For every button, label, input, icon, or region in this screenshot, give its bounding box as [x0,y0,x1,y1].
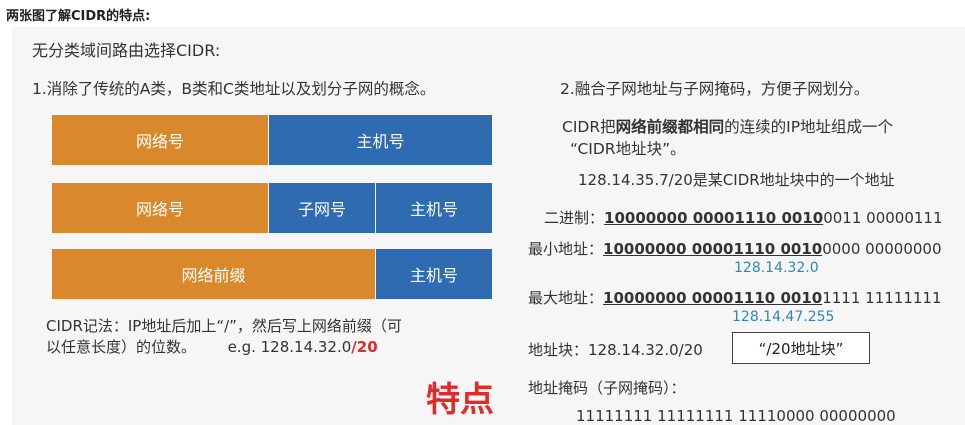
mask-label: 地址掩码（子网掩码）： [528,379,686,397]
page-title: 两张图了解CIDR的特点: [6,9,151,24]
notation-line-1: CIDR记法：IP地址后加上“/”，然后写上网络前缀（可 [46,317,402,335]
max-address-row: 最大地址：10000000 00001110 00101111 11111111 [528,289,942,307]
subnet-id-block: 子网号 [269,183,375,233]
binary-row: 二进制：10000000 00001110 00100011 00000111 [544,209,943,227]
mask-value: 11111111 11111111 11110000 00000000 [576,407,896,425]
point-1: 1.消除了传统的A类，B类和C类地址以及划分子网的概念。 [32,80,436,98]
slide-heading: 无分类域间路由选择CIDR: [32,41,221,60]
min-address-row: 最小地址：10000000 00001110 00100000 00000000 [528,240,942,258]
feature-label: 特点 [426,380,494,420]
host-id-block: 主机号 [376,249,492,299]
min-address-decimal: 128.14.32.0 [734,260,819,276]
notation-example-suffix: /20 [351,338,378,356]
slide-image: 无分类域间路由选择CIDR: 1.消除了传统的A类，B类和C类地址以及划分子网的… [12,27,965,425]
cidr-description-line-2: “CIDR地址块”。 [570,140,686,158]
max-address-decimal: 128.14.47.255 [732,309,835,325]
host-id-block: 主机号 [269,115,492,165]
point-2: 2.融合子网地址与子网掩码，方便子网划分。 [560,80,870,98]
network-id-block: 网络号 [52,115,268,165]
notation-line-2: 以任意长度）的位数。 e.g. 128.14.32.0/20 [46,338,378,356]
cidr-example: 128.14.35.7/20是某CIDR地址块中的一个地址 [578,171,895,189]
address-block-label: 地址块：128.14.32.0/20 [528,341,703,359]
host-id-block: 主机号 [376,183,492,233]
notation-example: e.g. 128.14.32.0 [227,338,352,356]
network-id-block: 网络号 [52,183,268,233]
network-prefix-block: 网络前缀 [52,249,375,299]
address-block-box: “/20地址块” [732,332,870,364]
cidr-description-line-1: CIDR把网络前缀都相同的连续的IP地址组成一个 [562,118,894,136]
